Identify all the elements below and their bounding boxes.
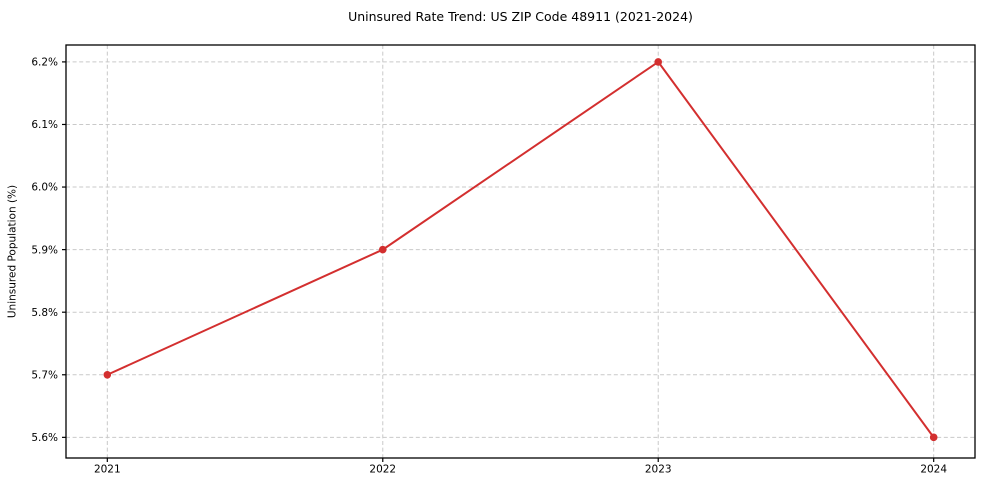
- y-tick-label: 5.7%: [31, 369, 58, 381]
- x-tick-label: 2023: [645, 464, 672, 476]
- axis-ticks: [62, 61, 935, 462]
- y-axis-label: Uninsured Population (%): [7, 185, 19, 318]
- gridlines: [66, 45, 975, 458]
- y-tick-label: 6.0%: [31, 182, 58, 194]
- x-tick-label: 2022: [369, 464, 396, 476]
- x-tick-label: 2021: [94, 464, 121, 476]
- data-series: [103, 58, 938, 442]
- data-point-marker: [103, 370, 112, 379]
- trend-line: [106, 60, 935, 439]
- data-point-marker: [654, 58, 663, 66]
- y-tick-label: 5.9%: [31, 244, 58, 256]
- y-tick-label: 6.2%: [31, 57, 58, 69]
- data-point-marker: [378, 245, 387, 254]
- axis-tick-labels: 5.6% 5.7% 5.8% 5.9% 6.0% 6.1% 6.2% 2021 2022 2023…: [31, 57, 947, 476]
- chart-title: Uninsured Rate Trend: US ZIP Code 48911 …: [348, 9, 693, 24]
- y-tick-label: 5.8%: [31, 307, 58, 319]
- plot-border: [65, 44, 976, 459]
- data-point-marker: [929, 433, 938, 442]
- x-tick-label: 2024: [920, 464, 947, 476]
- y-tick-label: 6.1%: [31, 119, 58, 131]
- y-tick-label: 5.6%: [31, 432, 58, 444]
